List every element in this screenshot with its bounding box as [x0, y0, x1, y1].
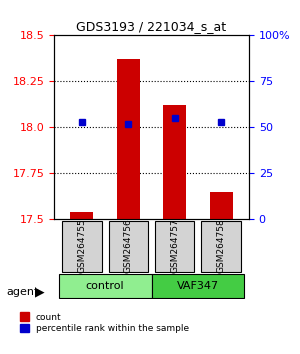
Text: VAF347: VAF347 — [177, 281, 219, 291]
Text: agent: agent — [6, 287, 38, 297]
Text: ▶: ▶ — [34, 286, 44, 298]
Bar — [209, 192, 233, 219]
Bar — [117, 59, 140, 219]
Text: GSM264757: GSM264757 — [170, 219, 179, 273]
Legend: count, percentile rank within the sample: count, percentile rank within the sample — [20, 313, 189, 333]
FancyBboxPatch shape — [152, 274, 244, 298]
FancyBboxPatch shape — [201, 221, 241, 272]
FancyBboxPatch shape — [109, 221, 148, 272]
Text: control: control — [86, 281, 124, 291]
Bar — [163, 105, 186, 219]
Text: GSM264756: GSM264756 — [124, 219, 133, 273]
FancyBboxPatch shape — [58, 274, 152, 298]
Text: GSM264758: GSM264758 — [217, 219, 226, 273]
Bar — [70, 212, 94, 219]
Title: GDS3193 / 221034_s_at: GDS3193 / 221034_s_at — [76, 20, 226, 33]
Text: GSM264755: GSM264755 — [77, 219, 86, 273]
FancyBboxPatch shape — [62, 221, 102, 272]
FancyBboxPatch shape — [155, 221, 194, 272]
